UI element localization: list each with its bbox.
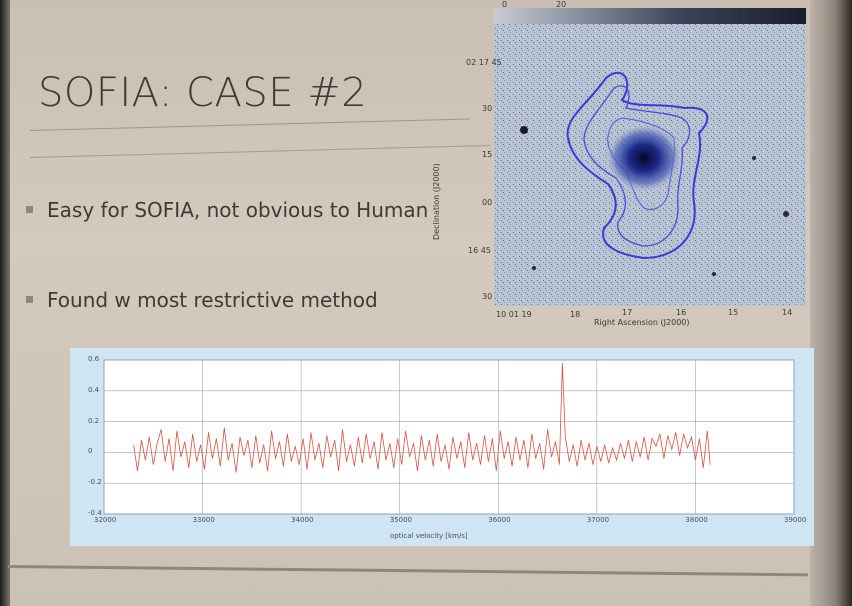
dec-tick: 30 (482, 104, 493, 113)
dec-tick: 16 45 (468, 246, 491, 255)
ra-tick: 15 (728, 308, 739, 317)
ra-tick: 16 (676, 308, 687, 317)
contour-middle (583, 85, 691, 247)
x-tick-label: 33000 (192, 516, 215, 524)
y-tick-label: -0.2 (88, 478, 102, 487)
series-line (133, 363, 711, 473)
colorbar (494, 8, 806, 24)
top-tick: 20 (556, 0, 567, 9)
content-divider (29, 144, 490, 158)
ra-tick: 10 01 19 (496, 310, 532, 319)
x-tick-label: 38000 (685, 516, 708, 524)
bullet-square-icon (26, 206, 33, 213)
dec-axis-label: Declination (J2000) (432, 163, 441, 240)
galaxy-core (606, 124, 682, 192)
ra-tick: 14 (782, 308, 793, 317)
sky-image-plot (494, 24, 806, 306)
y-tick-label: 0.2 (88, 416, 100, 425)
ra-axis-label: Right Ascension (J2000) (594, 318, 690, 327)
sky-image (494, 8, 806, 306)
star (532, 266, 536, 270)
y-tick-label: 0.6 (88, 355, 100, 363)
dec-tick: 30 (482, 292, 493, 301)
projector-edge-left (0, 0, 10, 606)
bullet-item: Easy for SOFIA, not obvious to Human (26, 198, 436, 222)
dec-tick: 15 (482, 150, 493, 159)
x-tick-label: 34000 (291, 516, 314, 524)
y-tick-label: 0.4 (88, 385, 100, 394)
x-axis-label: optical velocity [km/s] (390, 532, 468, 540)
ra-tick: 18 (570, 310, 581, 319)
bullet-square-icon (26, 296, 33, 303)
projector-edge-right (810, 0, 852, 606)
x-tick-label: 35000 (389, 516, 412, 524)
slide-title: SOFIA: CASE #2 (38, 70, 368, 116)
dec-tick: 00 (482, 198, 493, 207)
title-divider (29, 118, 470, 131)
star (712, 272, 716, 276)
y-tick-label: 0 (88, 447, 93, 456)
star (752, 156, 756, 160)
ra-tick: 17 (622, 308, 633, 317)
x-tick-label: 37000 (586, 516, 610, 524)
bullet-text: Found w most restrictive method (47, 288, 378, 312)
dec-tick: 02 17 45 (466, 58, 502, 67)
spectrum-chart: optical velocity [km/s] 32000 33000 34000 3… (70, 348, 814, 546)
star (783, 211, 789, 217)
y-tick-label: -0.4 (88, 509, 102, 517)
bullet-item: Found w most restrictive method (26, 288, 436, 312)
star (520, 126, 528, 134)
x-tick-label: 32000 (94, 516, 117, 524)
top-tick: 0 (502, 0, 508, 9)
slide-footer-rule (7, 565, 808, 577)
plot-area (103, 359, 795, 515)
spectrum-plot (103, 359, 795, 515)
bullet-text: Easy for SOFIA, not obvious to Human (47, 198, 429, 222)
contour-outer (566, 71, 709, 260)
x-tick-label: 36000 (488, 516, 511, 524)
x-tick-label: 39000 (784, 516, 807, 524)
